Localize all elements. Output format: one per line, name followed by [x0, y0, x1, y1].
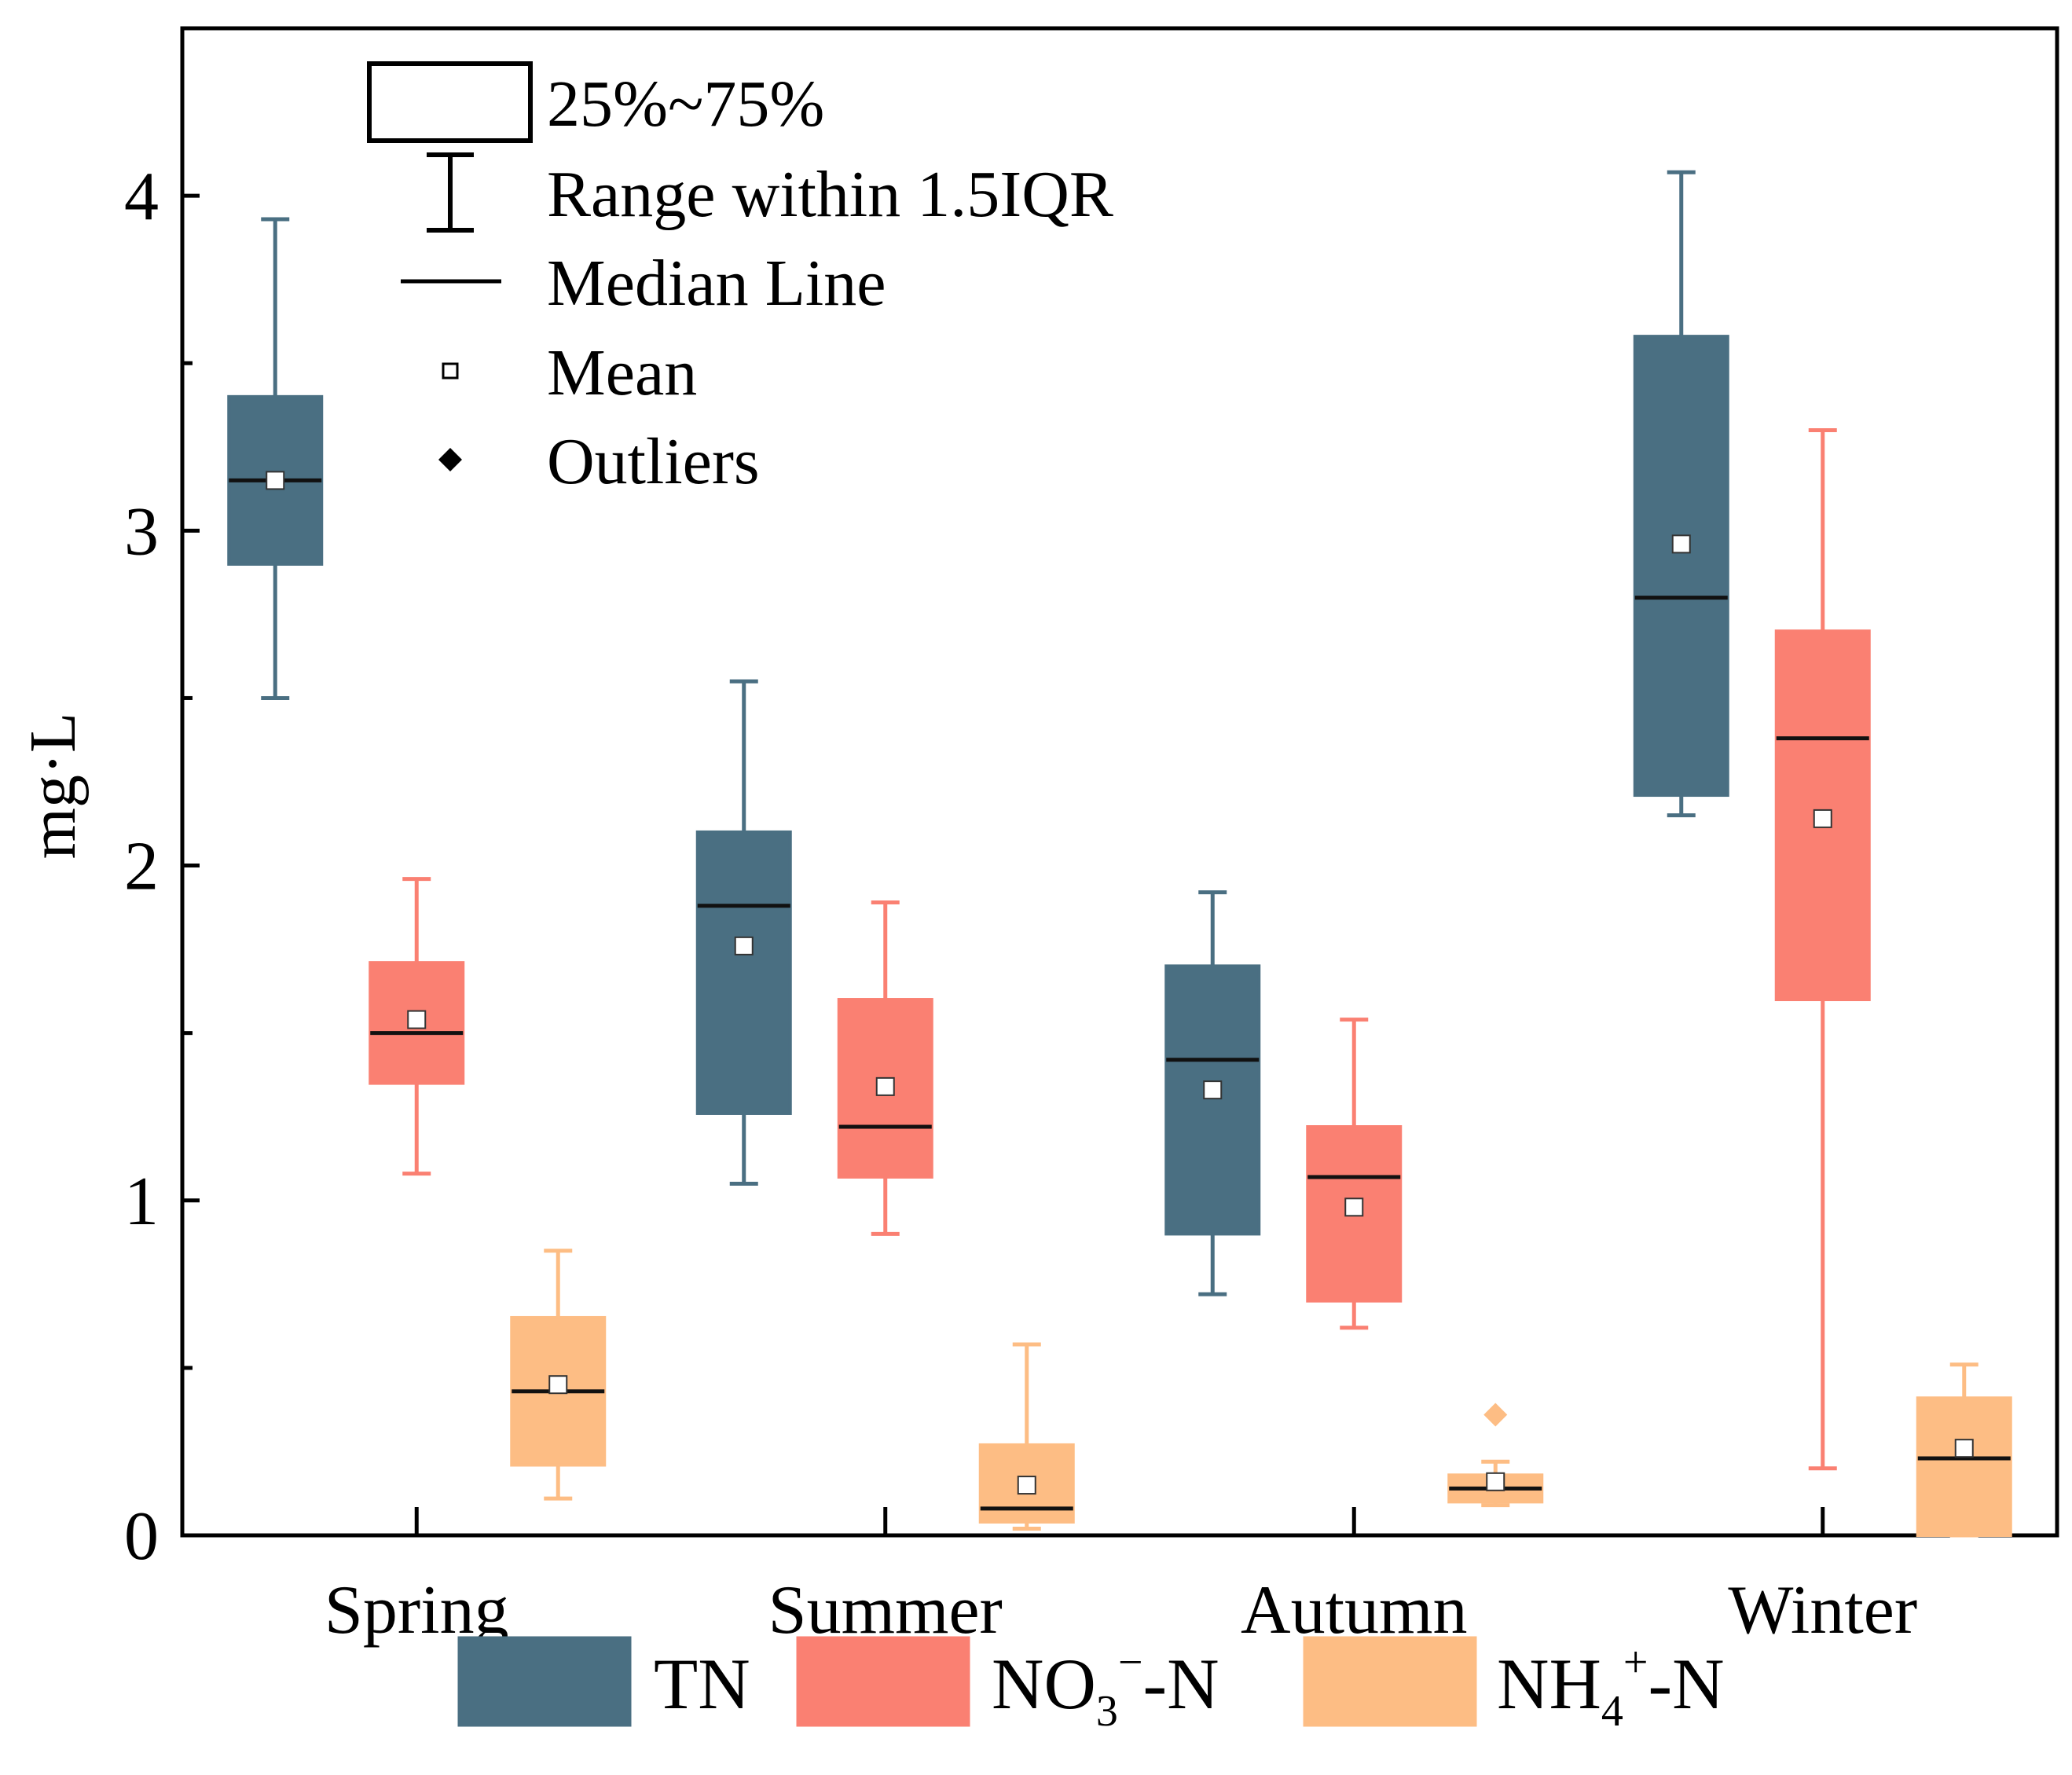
- iqr-box: [1916, 1396, 2012, 1538]
- box-summer: [837, 900, 933, 1236]
- x-tick-label-autumn: Autumn: [1241, 1572, 1467, 1648]
- mean-marker: [875, 1076, 895, 1096]
- style-legend-item-mean: Mean: [442, 336, 697, 409]
- mean-marker: [407, 1010, 427, 1029]
- mean-marker: [734, 936, 754, 955]
- series-legend: TN NO3−-N NH4+-N: [457, 1636, 1725, 1736]
- iqr-box: [695, 830, 792, 1115]
- y-axis: 0 1 2 3 4: [124, 159, 200, 1575]
- style-legend-item-outlier: Outliers: [438, 425, 760, 498]
- mean-marker: [1486, 1472, 1505, 1491]
- y-tick-label: 3: [124, 493, 159, 570]
- mean-marker: [1813, 809, 1832, 828]
- x-tick-label-spring: Spring: [325, 1572, 509, 1648]
- style-legend-item-median: Median Line: [401, 247, 886, 320]
- series-legend-label: TN: [654, 1644, 750, 1724]
- y-tick-label: 2: [124, 829, 159, 905]
- style-legend-label: Mean: [547, 336, 697, 409]
- y-axis-label: mg·L: [17, 713, 90, 860]
- series-legend-label: NH4+-N: [1497, 1638, 1725, 1736]
- series-legend-item-0: TN: [457, 1636, 750, 1727]
- series-nh4plus-n: [510, 1249, 2012, 1538]
- series-legend-swatch: [1303, 1636, 1477, 1727]
- y-tick-label: 4: [124, 159, 159, 235]
- x-axis: Spring Summer Autumn Winter: [325, 1507, 1917, 1648]
- style-legend-item-box: 25%~75%: [367, 61, 824, 143]
- box-spring: [510, 1249, 607, 1501]
- style-legend-label: Range within 1.5IQR: [547, 158, 1113, 231]
- box-summer: [695, 679, 792, 1186]
- iqr-box: [1164, 964, 1261, 1236]
- style-legend: 25%~75% Range within 1.5IQR Median Line Mea…: [367, 61, 1113, 498]
- mean-marker: [266, 471, 285, 490]
- box-spring: [227, 217, 324, 700]
- plot-frame: [180, 26, 2059, 1538]
- iqr-box: [1633, 335, 1729, 798]
- box-spring: [369, 877, 465, 1176]
- series-tn: [227, 170, 1729, 1296]
- y-tick-label: 0: [124, 1498, 159, 1575]
- outlier-point: [1483, 1403, 1508, 1427]
- style-legend-item-whisker: Range within 1.5IQR: [427, 152, 1113, 233]
- style-legend-label: Median Line: [547, 247, 886, 320]
- box-winter: [1774, 427, 1871, 1471]
- x-tick-label-winter: Winter: [1728, 1572, 1917, 1648]
- series-no3-n: [369, 427, 1871, 1471]
- series-legend-swatch: [457, 1636, 632, 1727]
- box-winter: [1633, 170, 1729, 818]
- mean-marker: [548, 1375, 568, 1395]
- series-legend-item-2: NH4+-N: [1303, 1636, 1725, 1736]
- mean-marker: [1017, 1476, 1036, 1495]
- series-legend-swatch: [796, 1636, 970, 1727]
- mean-marker: [1344, 1197, 1364, 1217]
- legend-mean-symbol: [442, 362, 459, 380]
- style-legend-label: 25%~75%: [547, 68, 824, 141]
- mean-marker: [1954, 1439, 1974, 1458]
- legend-outlier-symbol: [438, 448, 462, 471]
- legend-box-symbol: [367, 61, 533, 143]
- x-tick-label-summer: Summer: [768, 1572, 1003, 1648]
- series-legend-label: NO3−-N: [992, 1638, 1219, 1736]
- plot-area: [180, 26, 2059, 1538]
- box-autumn: [1164, 890, 1261, 1296]
- box-autumn: [1306, 1018, 1403, 1330]
- mean-marker: [1671, 534, 1691, 554]
- y-tick-label: 1: [124, 1164, 159, 1240]
- mean-marker: [1203, 1080, 1223, 1100]
- box-winter: [1916, 1362, 2012, 1538]
- series-legend-item-1: NO3−-N: [796, 1636, 1219, 1736]
- style-legend-label: Outliers: [547, 425, 760, 498]
- box-summer: [978, 1342, 1075, 1531]
- box-autumn: [1447, 1403, 1544, 1508]
